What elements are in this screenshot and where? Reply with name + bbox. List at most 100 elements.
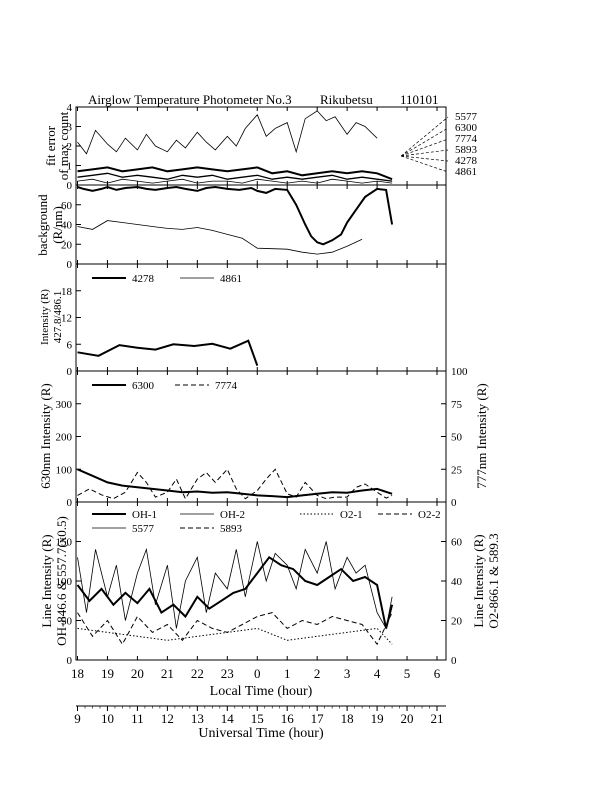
- legend-4278-label: 4278: [132, 273, 155, 285]
- oi-ytick-right-label: 100: [451, 366, 468, 378]
- intensity-blue-ytick-label: 6: [67, 339, 73, 351]
- intensity-blue-series-4278: [77, 339, 259, 366]
- panel-fit-marks: 0 1 2 3 4: [67, 102, 438, 192]
- oi-ytick-right-label: 75: [451, 399, 463, 411]
- local-tick-label: 21: [161, 666, 174, 681]
- ut-tick-label: 10: [101, 711, 114, 726]
- local-tick-label: 3: [344, 666, 351, 681]
- ut-tick-label: 13: [191, 711, 204, 726]
- fit-series-5577: [77, 110, 378, 155]
- background-ytick-label: 40: [61, 220, 73, 232]
- oi-ytick-right-label: 50: [451, 432, 463, 444]
- local-tick-label: 5: [404, 666, 411, 681]
- fit-legend-7774: 7774: [455, 133, 478, 145]
- fit-ytick-label: 1: [67, 161, 73, 173]
- line-intensity-series-o2-1: [77, 627, 393, 645]
- blue-ylabel-1: Intensity (R): [39, 289, 51, 345]
- fit-ytick-label: 4: [67, 102, 73, 114]
- bg-ylabel-2: (R/nm): [50, 206, 65, 244]
- legend-oh2-label: OH-2: [220, 509, 245, 521]
- legend-6300-label: 6300: [132, 380, 155, 392]
- local-tick-label: 18: [71, 666, 84, 681]
- intensity-blue-ytick-label: 0: [67, 366, 73, 378]
- local-tick-label: 6: [434, 666, 441, 681]
- line-intensity-ytick-right-label: 0: [451, 655, 457, 667]
- panel-intensity-blue-marks: 0 6 12 18: [61, 264, 438, 378]
- fit-ylabel-2: of max count: [56, 111, 71, 180]
- station-name: Rikubetsu: [320, 92, 373, 107]
- legend-o22-label: O2-2: [418, 509, 441, 521]
- fit-ylabel-1: fit error: [43, 125, 58, 166]
- intensity-blue-ytick-label: 18: [61, 286, 73, 298]
- legend-5577-label: 5577: [132, 523, 155, 535]
- background-series-bg-light: [77, 220, 363, 255]
- fit-legend-leader-6300: [400, 127, 449, 157]
- fit-legend-leader-5577: [400, 116, 449, 157]
- oi-ytick-right-label: 25: [451, 464, 463, 476]
- local-time-label: Local Time (hour): [210, 684, 313, 699]
- ut-tick-label: 16: [281, 711, 295, 726]
- fit-series-4861: [77, 178, 393, 184]
- line-intensity-ytick-right-label: 60: [451, 537, 463, 549]
- local-tick-label: 20: [131, 666, 144, 681]
- fit-legend-6300: 6300: [455, 122, 478, 134]
- background-ytick-label: 0: [67, 259, 73, 271]
- local-tick-label: 2: [314, 666, 321, 681]
- line-intensity-ytick-right-label: 40: [451, 576, 463, 588]
- oi-ytick-right-label: 0: [451, 497, 457, 509]
- oi-ytick-label: 100: [56, 464, 73, 476]
- background-ytick-label: 60: [61, 200, 73, 212]
- fit-legend-4861: 4861: [455, 166, 477, 178]
- legend-4861-label: 4861: [220, 273, 242, 285]
- line-intensity-series-oh-2: [77, 541, 393, 630]
- background-series-bg-dark: [77, 185, 394, 246]
- local-tick-label: 19: [101, 666, 114, 681]
- fit-legend-5893: 5893: [455, 144, 478, 156]
- ut-tick-label: 19: [371, 711, 384, 726]
- ut-tick-label: 14: [221, 711, 235, 726]
- oi-ytick-label: 0: [67, 497, 73, 509]
- line-intensity-ytick-right-label: 20: [451, 616, 463, 628]
- line-intensity-series-o2-2: [77, 612, 393, 646]
- fit-legend-leader-4861: [400, 155, 449, 173]
- figure-title: Airglow Temperature Photometer No.3: [88, 92, 292, 107]
- line-intensity-ytick-label: 0: [67, 655, 73, 667]
- fit-legend-leader-4278: [401, 155, 449, 162]
- panel-oi-marks: 0 100 200 300 0 25 50 75 100: [56, 366, 469, 509]
- ut-tick-label: 11: [131, 711, 144, 726]
- panel-background-frame: [75, 184, 447, 265]
- fit-legend-leader-5893: [401, 149, 449, 157]
- line-ylabel-right-2: O2-866.1 & 589.3: [486, 533, 501, 628]
- oi-ytick-label: 300: [56, 399, 73, 411]
- ut-tick-label: 21: [431, 711, 444, 726]
- local-tick-label: 1: [284, 666, 291, 681]
- oi-series-7774: [77, 468, 393, 500]
- ut-tick-label: 9: [74, 711, 81, 726]
- panel-fit-frame: [75, 106, 447, 186]
- background-ytick-label: 20: [61, 239, 73, 251]
- fit-legend-leader-7774: [400, 138, 449, 157]
- fit-ytick-label: 2: [67, 141, 73, 153]
- ut-tick-label: 20: [401, 711, 414, 726]
- line-ylabel-left-2: OH-846.6 & 557.7(x0.5): [54, 516, 69, 646]
- oi-ylabel-left: 630nm Intensity (R): [38, 383, 53, 488]
- line-intensity-ytick-label: 100: [56, 576, 73, 588]
- fit-ytick-label: 3: [67, 122, 73, 134]
- line-intensity-ytick-label: 50: [61, 616, 73, 628]
- ut-tick-label: 12: [161, 711, 174, 726]
- fit-ytick-label: 0: [67, 180, 73, 192]
- fit-legend-4278: 4278: [455, 155, 478, 167]
- oi-ytick-label: 200: [56, 432, 73, 444]
- ut-tick-label: 17: [311, 711, 325, 726]
- line-ylabel-right-1: Line Intensity (R): [471, 534, 486, 627]
- oi-series-6300: [77, 468, 393, 499]
- universal-time-label: Universal Time (hour): [198, 726, 324, 741]
- legend-5893-label: 5893: [220, 523, 243, 535]
- local-tick-label: 23: [221, 666, 234, 681]
- local-tick-label: 22: [191, 666, 204, 681]
- local-tick-label: 0: [254, 666, 261, 681]
- blue-ylabel-2: 427.8/486.1: [52, 291, 64, 344]
- fit-legend-5577: 5577: [455, 111, 478, 123]
- legend-oh1-label: OH-1: [132, 509, 157, 521]
